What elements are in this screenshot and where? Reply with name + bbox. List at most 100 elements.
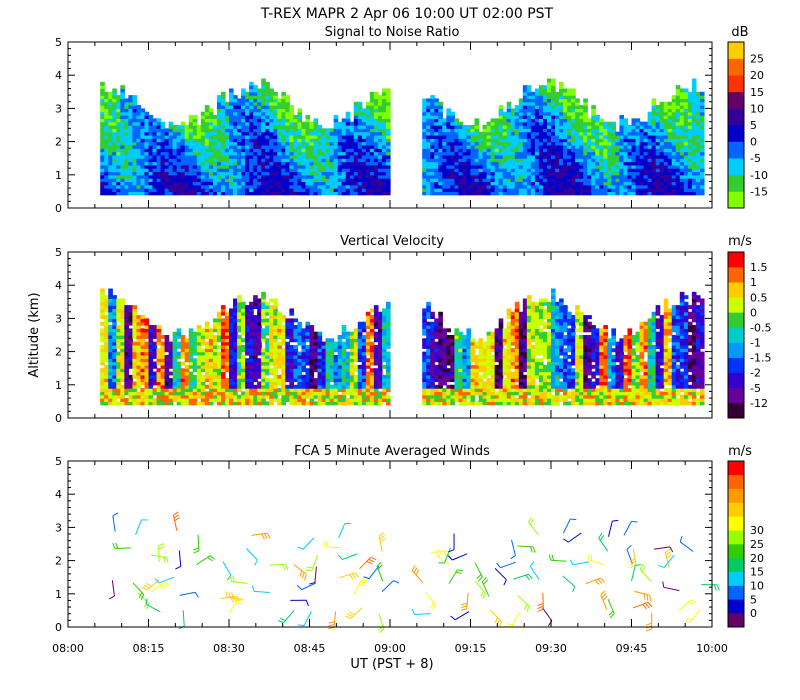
heatmap-cell (667, 151, 673, 156)
heatmap-cell (341, 168, 347, 173)
heatmap-cell (277, 111, 282, 116)
heatmap-cell (261, 111, 266, 116)
heatmap-cell (357, 171, 363, 176)
heatmap-cell (422, 128, 427, 133)
heatmap-cell (108, 181, 113, 186)
heatmap-cell (587, 174, 592, 179)
heatmap-cell (265, 178, 270, 183)
heatmap-cell (494, 141, 500, 146)
heatmap-cell (309, 141, 315, 146)
heatmap-cell (297, 188, 303, 192)
heatmap-cell (470, 171, 476, 176)
heatmap-cell (551, 188, 556, 192)
heatmap-cell (184, 401, 190, 406)
heatmap-cell (269, 148, 274, 153)
heatmap-cell (160, 168, 166, 173)
heatmap-cell (176, 184, 182, 189)
heatmap-cell (249, 91, 254, 96)
heatmap-cell (313, 154, 319, 159)
heatmap-cell (132, 95, 138, 100)
heatmap-cell (100, 381, 105, 386)
heatmap-cell (104, 348, 109, 353)
heatmap-cell (341, 171, 347, 176)
heatmap-cell (180, 361, 186, 366)
heatmap-cell (357, 118, 363, 123)
heatmap-cell (237, 181, 242, 186)
heatmap-cell (233, 381, 238, 386)
heatmap-cell (474, 128, 480, 133)
heatmap-cell (309, 138, 315, 143)
heatmap-cell (176, 174, 182, 179)
heatmap-cell (289, 188, 294, 192)
heatmap-cell (470, 181, 476, 186)
heatmap-cell (180, 141, 186, 146)
heatmap-cell (567, 188, 572, 192)
heatmap-cell (518, 168, 524, 173)
heatmap-cell (285, 161, 290, 166)
heatmap-cell (128, 138, 133, 143)
heatmap-cell (426, 184, 431, 189)
heatmap-cell (128, 134, 133, 139)
heatmap-cell (522, 95, 528, 100)
heatmap-cell (486, 191, 492, 196)
heatmap-cell (583, 184, 588, 189)
heatmap-cell (337, 141, 343, 146)
heatmap-cell (349, 181, 355, 186)
heatmap-cell (253, 158, 258, 163)
heatmap-cell (104, 154, 109, 159)
heatmap-cell (591, 171, 596, 176)
heatmap-cell (587, 181, 592, 186)
heatmap-cell (265, 105, 270, 109)
heatmap-cell (212, 381, 218, 386)
heatmap-cell (458, 128, 464, 133)
heatmap-cell (293, 121, 299, 126)
heatmap-cell (257, 298, 262, 303)
heatmap-cell (241, 158, 246, 163)
heatmap-cell (100, 121, 105, 126)
heatmap-cell (261, 125, 266, 129)
heatmap-cell (563, 118, 568, 123)
heatmap-cell (216, 311, 222, 316)
heatmap-cell (237, 311, 242, 316)
heatmap-cell (156, 328, 162, 333)
heatmap-cell (200, 164, 206, 169)
heatmap-cell (422, 141, 427, 146)
heatmap-cell (482, 141, 488, 146)
heatmap-cell (559, 95, 564, 100)
heatmap-cell (679, 158, 685, 163)
heatmap-cell (510, 168, 516, 173)
heatmap-cell (579, 171, 584, 176)
heatmap-cell (229, 338, 234, 343)
heatmap-cell (438, 161, 443, 166)
heatmap-cell (538, 101, 544, 106)
heatmap-cell (679, 91, 685, 96)
heatmap-cell (687, 161, 693, 166)
heatmap-cell (104, 95, 109, 100)
heatmap-cell (108, 394, 113, 399)
heatmap-cell (265, 138, 270, 143)
heatmap-cell (655, 144, 661, 149)
heatmap-cell (208, 351, 214, 356)
heatmap-cell (599, 134, 604, 139)
heatmap-cell (212, 354, 218, 359)
heatmap-cell (309, 154, 315, 159)
heatmap-cell (104, 121, 109, 126)
heatmap-cell (430, 95, 435, 100)
heatmap-cell (691, 144, 697, 149)
heatmap-cell (643, 178, 649, 183)
heatmap-cell (619, 188, 625, 192)
heatmap-cell (514, 178, 520, 183)
heatmap-cell (426, 158, 431, 163)
heatmap-cell (385, 161, 391, 166)
heatmap-cell (136, 118, 142, 123)
heatmap-cell (667, 108, 673, 113)
heatmap-cell (120, 335, 125, 339)
heatmap-cell (671, 181, 677, 186)
heatmap-cell (245, 325, 250, 329)
heatmap-cell (675, 121, 681, 126)
heatmap-cell (305, 174, 311, 179)
heatmap-cell (112, 341, 117, 346)
heatmap-cell (683, 105, 689, 109)
heatmap-cell (309, 164, 315, 169)
heatmap-cell (172, 344, 178, 349)
